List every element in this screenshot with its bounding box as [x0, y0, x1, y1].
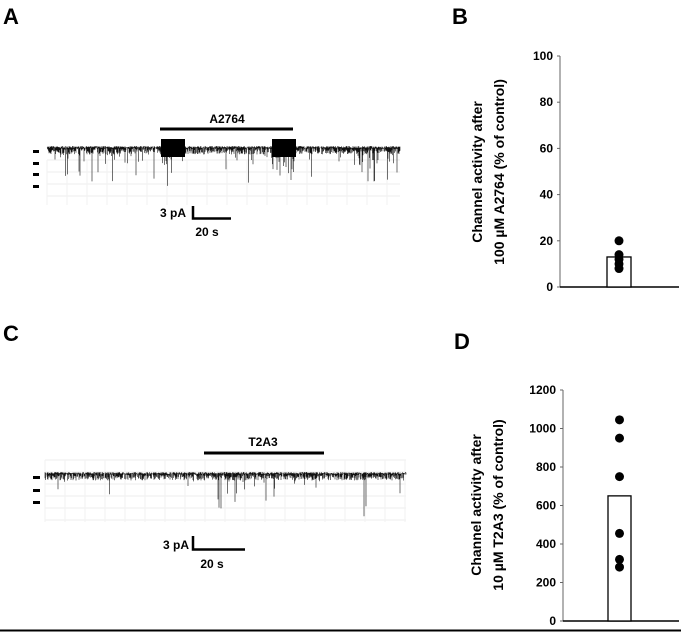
- level-markers-c: [33, 476, 40, 504]
- panel-label-b: B: [452, 4, 468, 29]
- scale-time-a: 20 s: [195, 225, 219, 239]
- y-tick-label: 60: [540, 141, 554, 155]
- drug-label-a: A2764: [209, 112, 245, 126]
- data-point: [615, 554, 624, 564]
- burst: [161, 139, 185, 157]
- y-tick-label: 1000: [529, 422, 556, 436]
- data-point: [614, 236, 624, 246]
- y-tick-label: 20: [540, 234, 554, 248]
- y-tick-label: 40: [540, 188, 554, 202]
- y-tick-label: 0: [549, 614, 556, 628]
- y-axis-label-d-line1: Channel activity after: [468, 434, 484, 576]
- data-point: [615, 472, 624, 482]
- data-point: [615, 415, 624, 425]
- scale-time-c: 20 s: [200, 557, 224, 571]
- current-trace-c: [44, 459, 407, 522]
- scale-bar-a: [191, 206, 231, 220]
- y-tick-label: 600: [536, 499, 556, 513]
- y-tick-label: 800: [536, 460, 556, 474]
- trace-path: [44, 472, 407, 517]
- data-point: [615, 433, 624, 443]
- data-point: [615, 528, 624, 538]
- panel-label-c: C: [3, 321, 19, 346]
- panel-label-a: A: [3, 4, 19, 29]
- y-tick-label: 400: [536, 537, 556, 551]
- scale-current-a: 3 pA: [160, 206, 186, 220]
- y-tick-label: 80: [540, 95, 554, 109]
- y-axis-label-b-line1: Channel activity after: [469, 101, 485, 243]
- data-point: [615, 562, 624, 572]
- level-markers-a: [33, 150, 39, 188]
- data-point: [614, 264, 624, 274]
- bar-chart-d: Channel activity after 10 µM T2A3 (% of …: [468, 383, 679, 628]
- y-tick-label: 1200: [529, 383, 556, 397]
- y-tick-label: 200: [536, 576, 556, 590]
- bar-chart-b: Channel activity after 100 µM A2764 (% o…: [469, 49, 679, 294]
- scale-current-c: 3 pA: [163, 538, 189, 552]
- burst: [272, 139, 296, 157]
- y-axis-label-d-line2: 10 µM T2A3 (% of control): [490, 419, 506, 590]
- drug-label-c: T2A3: [248, 435, 278, 449]
- y-axis-label-b-line2: 100 µM A2764 (% of control): [491, 79, 507, 265]
- scale-bar-c: [191, 536, 245, 551]
- y-tick-label: 0: [546, 280, 553, 294]
- current-trace-a: [46, 139, 401, 205]
- y-tick-label: 100: [533, 49, 553, 63]
- panel-label-d: D: [454, 329, 470, 354]
